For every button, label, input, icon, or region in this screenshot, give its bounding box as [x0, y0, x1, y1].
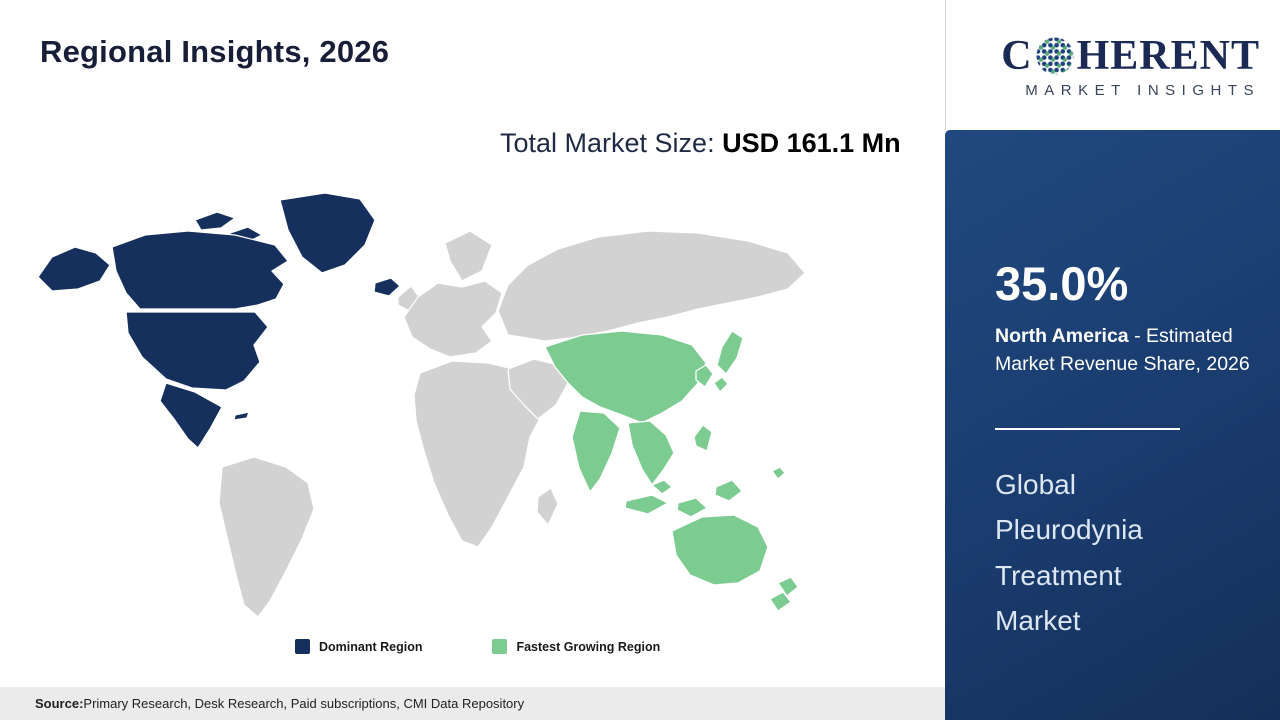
- market-share-value: 35.0%: [995, 257, 1129, 310]
- brand-wordmark: C HERENT: [1001, 32, 1260, 80]
- region-rest-of-world: [218, 230, 806, 618]
- dominant-region-swatch: [295, 639, 310, 654]
- dominant-region-label: Dominant Region: [319, 639, 423, 654]
- dot-globe-icon: [1036, 37, 1074, 74]
- market-name: Global Pleurodynia Treatment Market: [995, 469, 1143, 637]
- market-share-description: North America - Estimated Market Revenue…: [995, 322, 1253, 379]
- source-bar: Source: Primary Research, Desk Research,…: [0, 687, 945, 720]
- total-market-size-label: Total Market Size:: [500, 128, 723, 158]
- total-market-size: Total Market Size: USD 161.1 Mn: [500, 124, 920, 163]
- sidebar-divider: [995, 428, 1180, 430]
- brand-text-suffix: HERENT: [1076, 32, 1260, 79]
- legend-item-dominant: Dominant Region: [295, 639, 422, 654]
- map-legend: Dominant Region Fastest Growing Region: [295, 639, 660, 654]
- total-market-size-value: USD 161.1 Mn: [722, 128, 901, 158]
- region-name: North America: [995, 325, 1129, 347]
- source-label: Source:: [35, 696, 84, 711]
- brand-subtitle: MARKET INSIGHTS: [1025, 81, 1260, 99]
- world-map: [37, 192, 806, 618]
- region-asia-pacific: [544, 330, 799, 612]
- page-title: Regional Insights, 2026: [40, 34, 390, 69]
- fastest-growing-region-label: Fastest Growing Region: [516, 639, 661, 654]
- fastest-growing-region-swatch: [492, 639, 508, 654]
- brand-text-prefix: C: [1001, 32, 1033, 79]
- share-description-text: - Estimated Market Revenue Share, 2026: [995, 325, 1250, 376]
- source-text: Primary Research, Desk Research, Paid su…: [83, 696, 525, 711]
- brand-logo: C HERENT MARKET INSIGHTS: [945, 0, 1280, 130]
- sidebar-panel: 35.0% North America - Estimated Market R…: [945, 130, 1280, 720]
- region-north-america: [37, 192, 401, 449]
- legend-item-fastest-growing: Fastest Growing Region: [492, 639, 660, 654]
